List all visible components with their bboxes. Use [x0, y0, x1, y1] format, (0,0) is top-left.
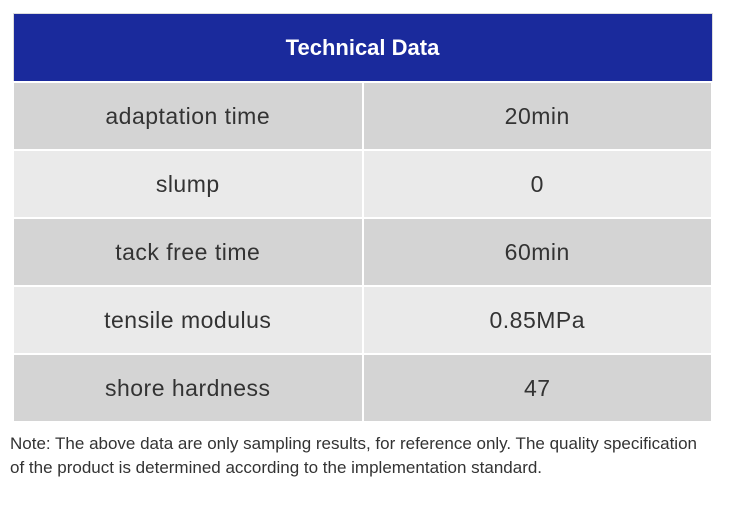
footnote: Note: The above data are only sampling r… [10, 434, 697, 477]
table-title: Technical Data [12, 13, 713, 83]
value-cell: 47 [361, 353, 713, 423]
property-cell: tensile modulus [12, 285, 364, 355]
table-header-row: Technical Data [12, 13, 713, 83]
property-cell: tack free time [12, 217, 364, 287]
technical-data-table: Technical Data adaptation time 20min slu… [12, 13, 713, 423]
property-cell: slump [12, 149, 364, 219]
property-cell: adaptation time [12, 81, 364, 151]
table-row: adaptation time 20min [12, 81, 713, 151]
table-row: shore hardness 47 [12, 353, 713, 423]
value-cell: 0 [361, 149, 713, 219]
table-row: tack free time 60min [12, 217, 713, 287]
value-cell: 60min [361, 217, 713, 287]
table-row: slump 0 [12, 149, 713, 219]
value-cell: 0.85MPa [361, 285, 713, 355]
property-cell: shore hardness [12, 353, 364, 423]
value-cell: 20min [361, 81, 713, 151]
table-row: tensile modulus 0.85MPa [12, 285, 713, 355]
